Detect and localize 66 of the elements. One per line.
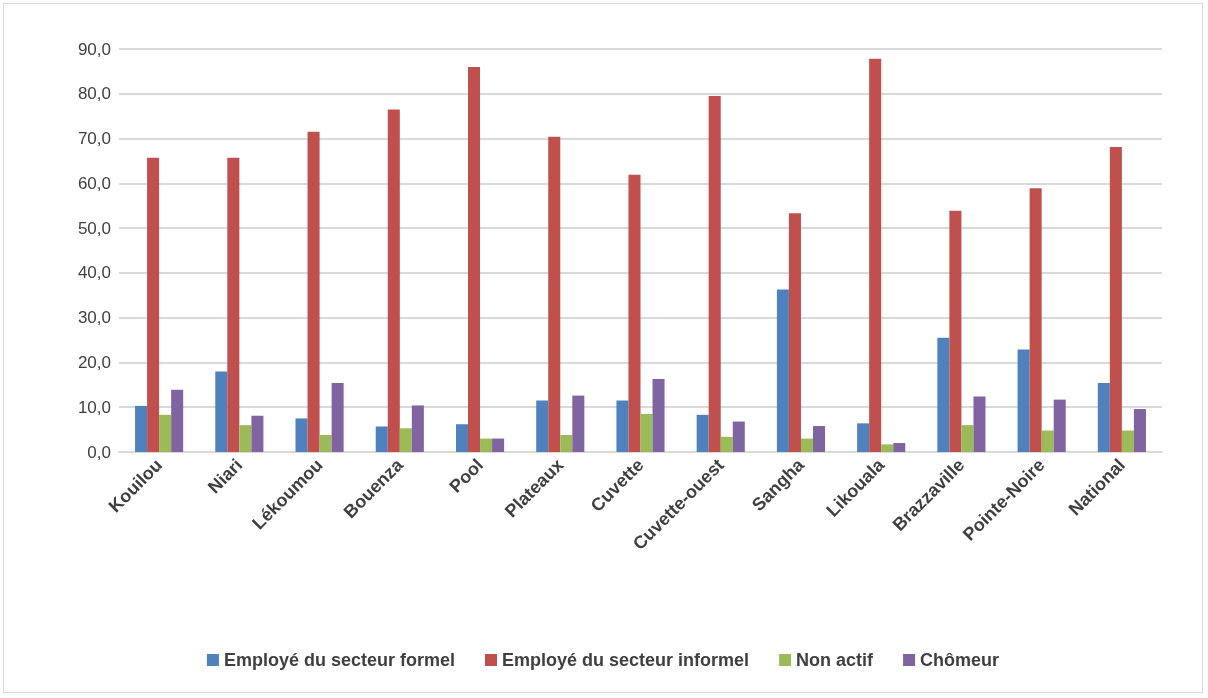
bar	[1121, 430, 1134, 452]
bar	[147, 157, 160, 452]
bar	[813, 426, 826, 452]
bar	[480, 438, 493, 452]
bar	[548, 136, 561, 452]
y-tick-label: 50,0	[77, 218, 111, 238]
bar	[251, 415, 264, 452]
y-tick-label: 10,0	[77, 397, 111, 417]
legend-label: Chômeur	[920, 650, 1000, 670]
y-tick-label: 70,0	[77, 129, 111, 149]
bar	[732, 421, 745, 452]
bar	[800, 438, 813, 452]
bar	[307, 131, 320, 452]
bar	[227, 157, 240, 452]
bar	[1041, 430, 1054, 452]
bar	[869, 58, 882, 452]
bar	[319, 434, 332, 452]
bar	[628, 174, 641, 452]
bar	[1097, 383, 1110, 452]
bar	[776, 289, 789, 452]
bar	[973, 396, 986, 452]
bar	[1017, 349, 1030, 452]
legend-label: Employé du secteur informel	[502, 650, 750, 670]
bar	[135, 405, 148, 452]
bar	[411, 405, 424, 452]
y-tick-label: 60,0	[77, 173, 111, 193]
bar	[455, 424, 468, 452]
bar	[560, 434, 573, 452]
bar	[1029, 188, 1042, 452]
bar	[720, 436, 733, 452]
y-tick-label: 80,0	[77, 84, 111, 104]
bar	[239, 425, 252, 452]
bar	[468, 66, 481, 452]
bar	[215, 371, 228, 452]
bar	[572, 395, 585, 452]
legend-label: Non actif	[796, 650, 875, 670]
bar	[159, 414, 172, 452]
y-tick-label: 40,0	[77, 263, 111, 283]
bar	[536, 400, 549, 452]
y-tick-label: 20,0	[77, 352, 111, 372]
bar	[1133, 409, 1146, 452]
bar	[857, 423, 870, 452]
bar	[640, 413, 653, 452]
bar	[399, 428, 412, 452]
bar	[652, 379, 665, 452]
bar	[708, 96, 721, 452]
bar	[1053, 399, 1066, 452]
bar	[881, 444, 894, 452]
bar	[949, 210, 962, 452]
bar	[331, 383, 344, 452]
bar	[788, 213, 801, 452]
bar	[893, 443, 906, 452]
bar	[937, 337, 950, 452]
y-tick-label: 0,0	[87, 442, 111, 462]
bar	[696, 414, 709, 452]
y-tick-label: 90,0	[77, 39, 111, 59]
bar	[1109, 147, 1122, 452]
y-tick-label: 30,0	[77, 308, 111, 328]
bar	[295, 418, 308, 452]
bar	[375, 426, 388, 452]
bar	[616, 400, 629, 452]
bar	[492, 438, 505, 452]
bar	[387, 109, 400, 452]
bar	[171, 389, 184, 452]
bar	[961, 425, 974, 452]
legend-label: Employé du secteur formel	[223, 650, 456, 670]
